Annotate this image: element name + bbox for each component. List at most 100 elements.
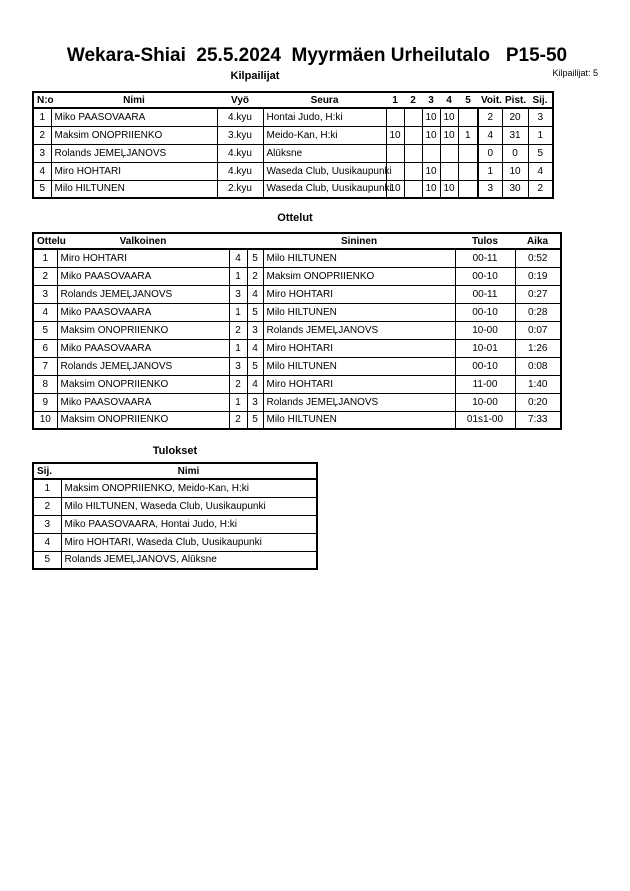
table-cell: 4 [228, 248, 248, 268]
table-row: 3 Rolands JEMEĻJANOVS 4.kyu Alūksne 0 0 5 [32, 143, 554, 163]
table-cell: 0:20 [514, 392, 562, 412]
column-header: Nimi [61, 463, 317, 480]
table-cell: Maksim ONOPRIIENKO [50, 125, 218, 145]
table-cell: 5 [527, 143, 554, 163]
table-cell: 10 [501, 161, 529, 181]
column-header [229, 233, 247, 250]
table-cell: 10 [32, 410, 58, 430]
table-cell: Miro HOHTARI [50, 161, 218, 181]
table-cell: 10-00 [454, 320, 516, 340]
table-cell: 4 [246, 374, 264, 394]
table-cell: 3 [246, 320, 264, 340]
table-cell [403, 179, 423, 199]
table-cell: Rolands JEMEĻJANOVS [56, 356, 230, 376]
table-cell: Milo HILTUNEN [262, 410, 456, 430]
table-cell: 7:33 [514, 410, 562, 430]
table-row: 2 Miko PAASOVAARA 1 2 Maksim ONOPRIIENKO 00-1… [32, 266, 562, 286]
table-row: 5 Rolands JEMEĻJANOVS, Alūksne [32, 550, 318, 570]
table-cell [385, 143, 405, 163]
column-header: Valkoinen [57, 233, 229, 250]
table-cell: 11-00 [454, 374, 516, 394]
table-row: 6 Miko PAASOVAARA 1 4 Miro HOHTARI 10-01 1:26 [32, 338, 562, 358]
table-cell: 4 [477, 125, 503, 145]
table-cell [457, 161, 479, 181]
table-cell: Miro HOHTARI [262, 374, 456, 394]
table-cell: 5 [32, 179, 52, 199]
table-cell: 2 [477, 107, 503, 127]
table-cell: 4 [246, 284, 264, 304]
competitors-table: N:o Nimi Vyö Seura 1 2 3 4 5 Voit. Pist. Sij. 1 Miko … [32, 91, 554, 199]
table-cell: 10-01 [454, 338, 516, 358]
column-header: Nimi [51, 92, 217, 109]
results-heading: Tulokset [152, 445, 198, 457]
table-cell: 3 [527, 107, 554, 127]
table-cell: 1 [228, 338, 248, 358]
table-row: 1 Maksim ONOPRIIENKO, Meido-Kan, H:ki [32, 478, 318, 498]
table-cell: Meido-Kan, H:ki [262, 125, 387, 145]
table-row: 8 Maksim ONOPRIIENKO 2 4 Miro HOHTARI 11-00 1:… [32, 374, 562, 394]
table-cell: Miko PAASOVAARA [56, 392, 230, 412]
table-cell: 2.kyu [216, 179, 264, 199]
table-cell: 5 [246, 356, 264, 376]
matches-table: Ottelu Valkoinen Sininen Tulos Aika 1 Miro HOH… [32, 232, 562, 430]
column-header: 5 [458, 92, 478, 109]
table-cell [403, 107, 423, 127]
competitors-heading: Kilpailijat [230, 70, 280, 82]
table-cell: Miko PAASOVAARA [56, 338, 230, 358]
table-cell: Maksim ONOPRIIENKO [56, 374, 230, 394]
table-row: 9 Miko PAASOVAARA 1 3 Rolands JEMEĻJANOVS 10-… [32, 392, 562, 412]
column-header: 2 [404, 92, 422, 109]
table-cell [457, 143, 479, 163]
table-cell: 10 [421, 161, 441, 181]
table-cell: 10 [385, 125, 405, 145]
table-cell: 0 [501, 143, 529, 163]
table-row: 4 Miko PAASOVAARA 1 5 Milo HILTUNEN 00-10 0:28 [32, 302, 562, 322]
table-cell: 4.kyu [216, 161, 264, 181]
column-header: Voit. [478, 92, 502, 109]
table-cell: 4 [32, 161, 52, 181]
table-cell: 30 [501, 179, 529, 199]
table-cell: 2 [246, 266, 264, 286]
table-row: 1 Miro HOHTARI 4 5 Milo HILTUNEN 00-11 0:52 [32, 248, 562, 268]
column-header [247, 233, 263, 250]
table-cell [439, 161, 459, 181]
table-row: 4 Miro HOHTARI, Waseda Club, Uusikaupunki [32, 532, 318, 552]
table-cell: 1 [32, 478, 62, 498]
table-cell: 3 [228, 284, 248, 304]
matches-heading: Ottelut [277, 212, 313, 224]
table-cell: 3 [32, 514, 62, 534]
table-cell: 5 [32, 320, 58, 340]
table-cell: 2 [228, 320, 248, 340]
table-cell: 31 [501, 125, 529, 145]
table-cell: Milo HILTUNEN [262, 356, 456, 376]
table-row: 5 Maksim ONOPRIIENKO 2 3 Rolands JEMEĻJANOVS… [32, 320, 562, 340]
table-cell: 00-10 [454, 266, 516, 286]
column-header: Vyö [217, 92, 263, 109]
table-cell: Waseda Club, Uusikaupunki [262, 179, 392, 199]
table-cell: 10-00 [454, 392, 516, 412]
table-row: 2 Maksim ONOPRIIENKO 3.kyu Meido-Kan, H:ki 1… [32, 125, 554, 145]
table-cell [439, 143, 459, 163]
table-cell: 5 [246, 410, 264, 430]
table-row: 7 Rolands JEMEĻJANOVS 3 5 Milo HILTUNEN 00-10… [32, 356, 562, 376]
table-cell: 3.kyu [216, 125, 264, 145]
table-cell: 3 [477, 179, 503, 199]
table-cell: 10 [421, 125, 441, 145]
table-cell: 1:26 [514, 338, 562, 358]
table-cell: 6 [32, 338, 58, 358]
table-cell: Rolands JEMEĻJANOVS [56, 284, 230, 304]
column-header: Ottelu [33, 233, 66, 250]
table-cell: Alūksne [262, 143, 387, 163]
table-cell: 2 [527, 179, 554, 199]
competitors-count: Kilpailijat: 5 [552, 68, 598, 78]
table-cell [403, 161, 423, 181]
table-cell: 1 [32, 107, 52, 127]
table-cell: Maksim ONOPRIIENKO [262, 266, 456, 286]
table-cell: 3 [32, 284, 58, 304]
table-cell: Miko PAASOVAARA [56, 302, 230, 322]
table-cell [403, 125, 423, 145]
table-cell: 3 [32, 143, 52, 163]
column-header: 4 [440, 92, 458, 109]
table-cell: 8 [32, 374, 58, 394]
column-header: N:o [33, 92, 54, 109]
